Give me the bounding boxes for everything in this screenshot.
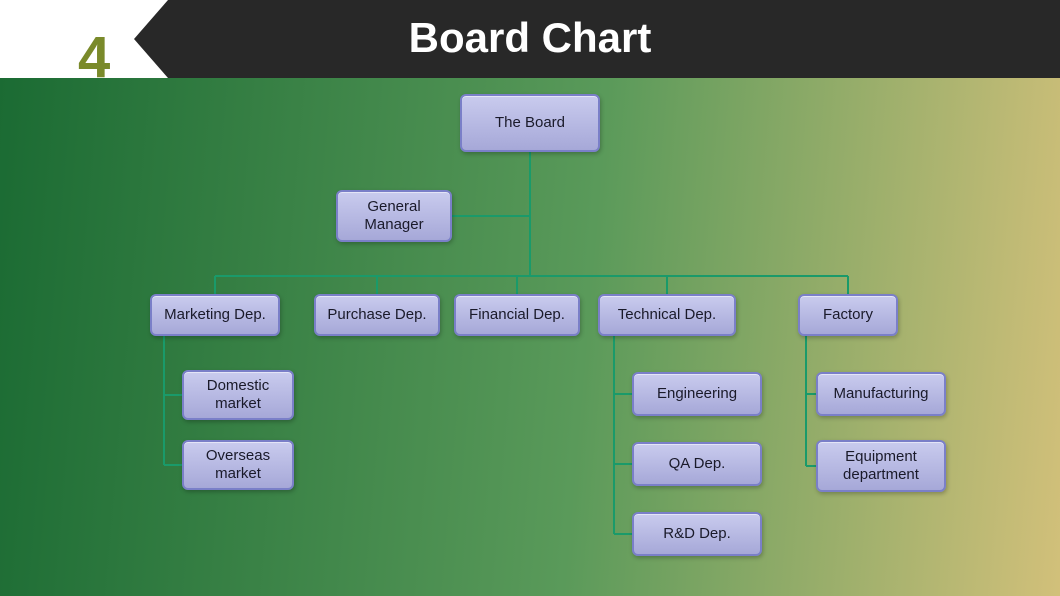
org-node-factory: Factory bbox=[798, 294, 898, 336]
slide-stage: 4 Board Chart The BoardGeneral ManagerMa… bbox=[0, 0, 1060, 596]
org-node-purchase: Purchase Dep. bbox=[314, 294, 440, 336]
org-node-board: The Board bbox=[460, 94, 600, 152]
background-gradient bbox=[0, 78, 1060, 596]
org-node-overseas: Overseas market bbox=[182, 440, 294, 490]
org-node-rd: R&D Dep. bbox=[632, 512, 762, 556]
org-node-mfg: Manufacturing bbox=[816, 372, 946, 416]
org-node-equip: Equipment department bbox=[816, 440, 946, 492]
org-node-technical: Technical Dep. bbox=[598, 294, 736, 336]
org-node-gm: General Manager bbox=[336, 190, 452, 242]
page-title: Board Chart bbox=[0, 14, 1060, 62]
org-node-marketing: Marketing Dep. bbox=[150, 294, 280, 336]
org-node-domestic: Domestic market bbox=[182, 370, 294, 420]
org-node-financial: Financial Dep. bbox=[454, 294, 580, 336]
org-node-qa: QA Dep. bbox=[632, 442, 762, 486]
org-node-engineering: Engineering bbox=[632, 372, 762, 416]
